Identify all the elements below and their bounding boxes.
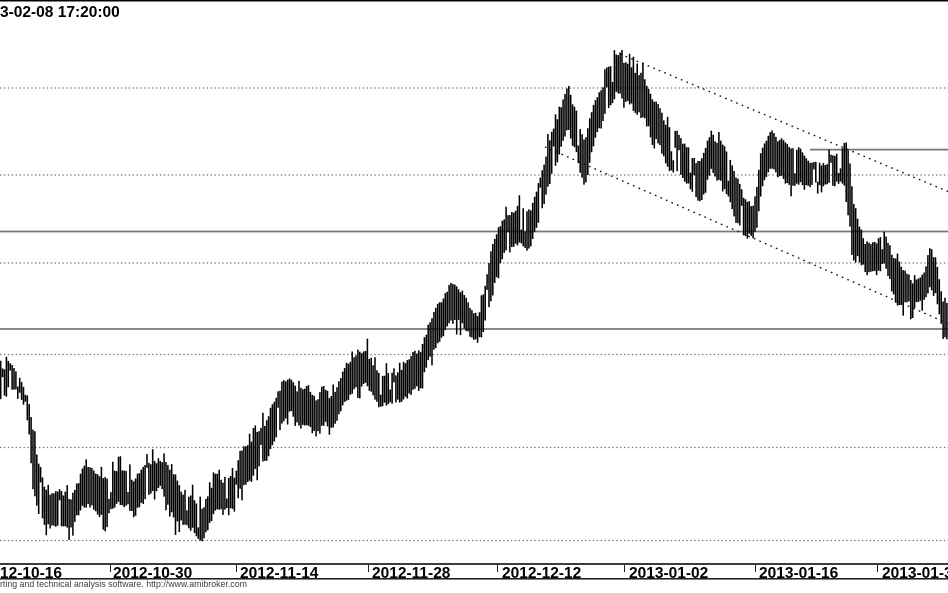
svg-text:12-10-16: 12-10-16 [0,565,62,582]
svg-text:2013-01-16: 2013-01-16 [759,565,839,582]
svg-text:2012-10-30: 2012-10-30 [113,565,192,582]
svg-text:2012-11-28: 2012-11-28 [372,565,451,582]
svg-text:rting and technical analysis s: rting and technical analysis software. h… [0,579,247,589]
svg-text:3-02-08 17:20:00: 3-02-08 17:20:00 [0,4,120,21]
svg-text:2012-12-12: 2012-12-12 [502,565,581,582]
svg-text:2013-01-30: 2013-01-30 [882,565,948,582]
svg-text:2013-01-02: 2013-01-02 [629,565,708,582]
svg-text:2012-11-14: 2012-11-14 [240,565,319,582]
